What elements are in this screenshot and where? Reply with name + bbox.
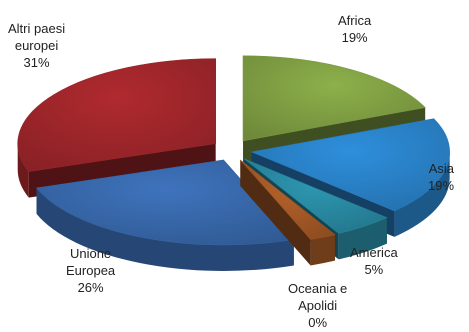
label-ue-name2: Europea [66, 263, 116, 278]
pie-slice-unione-europea [35, 159, 295, 271]
label-asia: Asia 19% [428, 160, 454, 194]
label-africa-pct: 19% [341, 30, 368, 45]
label-america-name: America [350, 245, 398, 260]
label-altri-name1: Altri paesi [8, 21, 66, 36]
label-africa: Africa 19% [338, 12, 371, 46]
pie-slices [17, 55, 450, 271]
label-altri-paesi-europei: Altri paesi europei 31% [8, 20, 65, 71]
label-altri-name2: europei [14, 38, 59, 53]
label-oceania-pct: 0% [308, 315, 328, 330]
label-asia-name: Asia [428, 161, 455, 176]
label-oceania: Oceania e Apolidi 0% [288, 280, 347, 331]
label-america-pct: 5% [364, 262, 384, 277]
label-america: America 5% [350, 244, 398, 278]
label-oceania-name1: Oceania e [288, 281, 348, 296]
label-africa-name: Africa [338, 13, 372, 28]
label-unione-europea: Unione Europea 26% [66, 245, 115, 296]
label-oceania-name2: Apolidi [298, 298, 338, 313]
label-ue-name1: Unione [69, 246, 112, 261]
pie-slice-oceania-e-apolidi [240, 159, 336, 266]
label-altri-pct: 31% [23, 55, 50, 70]
label-asia-pct: 19% [428, 178, 455, 193]
label-ue-pct: 26% [77, 280, 104, 295]
